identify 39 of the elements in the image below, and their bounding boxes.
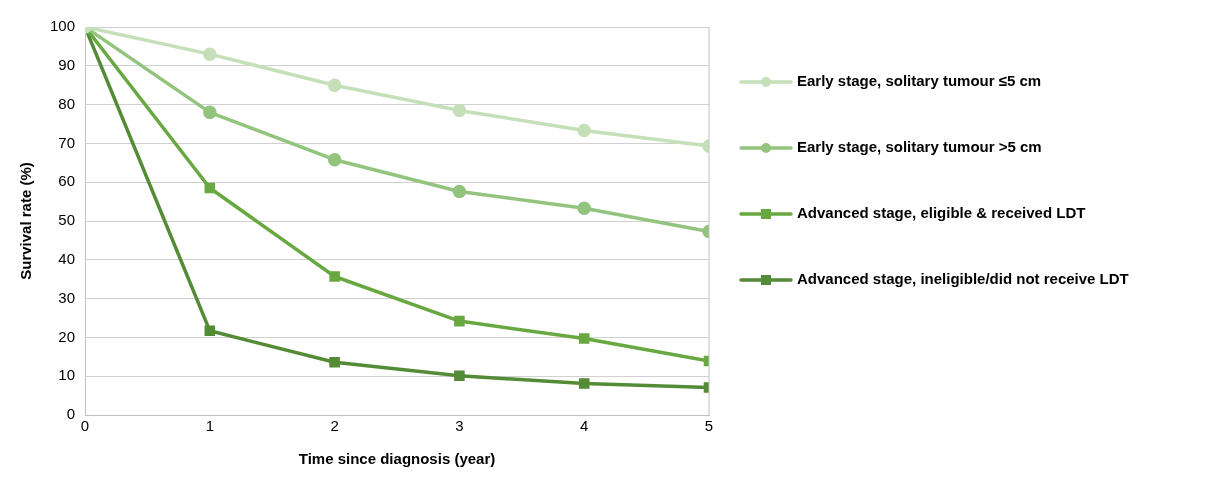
x-tick-label: 0 bbox=[80, 417, 90, 435]
x-tick-label: 1 bbox=[205, 417, 214, 435]
x-tick-label: 5 bbox=[704, 417, 714, 435]
y-tick-label: 70 bbox=[58, 133, 76, 151]
point bbox=[577, 201, 591, 215]
y-tick-label: 40 bbox=[58, 249, 76, 267]
y-tick-label: 30 bbox=[58, 288, 76, 306]
point bbox=[452, 184, 467, 199]
legend-label: Advanced stage, ineligible/did not receive LDT bbox=[797, 270, 1129, 288]
point bbox=[327, 78, 342, 92]
point bbox=[578, 378, 590, 389]
y-axis-title: Survival rate (%) bbox=[17, 162, 35, 280]
y-tick-label: 100 bbox=[50, 17, 76, 35]
y-tick-label: 80 bbox=[58, 94, 76, 112]
point bbox=[329, 271, 340, 282]
point bbox=[204, 325, 216, 337]
legend-label: Early stage, solitary tumour >5 cm bbox=[797, 138, 1042, 156]
point bbox=[454, 370, 465, 382]
x-tick-label: 4 bbox=[580, 417, 589, 435]
x-tick-label: 2 bbox=[330, 417, 339, 435]
point bbox=[578, 333, 590, 344]
y-tick-label: 60 bbox=[58, 172, 76, 190]
x-axis-title: Time since diagnosis (year) bbox=[298, 450, 496, 468]
point bbox=[329, 356, 340, 368]
point bbox=[204, 182, 216, 194]
y-tick-label: 90 bbox=[58, 55, 76, 73]
point bbox=[327, 152, 342, 167]
x-tick-label: 3 bbox=[455, 417, 464, 435]
y-tick-label: 0 bbox=[66, 405, 76, 423]
y-tick-label: 20 bbox=[58, 327, 76, 345]
legend-label: Early stage, solitary tumour ≤5 cm bbox=[797, 72, 1042, 90]
point bbox=[452, 103, 467, 118]
point bbox=[454, 315, 465, 327]
point bbox=[577, 123, 591, 138]
y-tick-label: 50 bbox=[58, 211, 76, 229]
legend-label: Advanced stage, eligible & received LDT bbox=[797, 204, 1086, 222]
point bbox=[203, 47, 217, 61]
y-tick-label: 10 bbox=[58, 366, 76, 384]
point bbox=[203, 105, 217, 120]
